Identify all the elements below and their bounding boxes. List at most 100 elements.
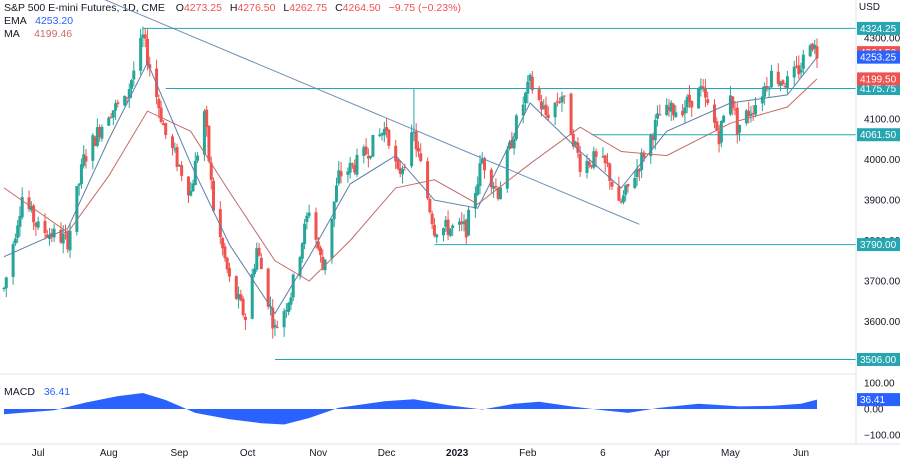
price-tick-label: 4300.00 [864, 34, 900, 45]
overlays-layer [3, 0, 856, 360]
ma-legend-value: 4199.46 [34, 28, 72, 40]
candle-down [713, 104, 717, 123]
low-value: 4262.75 [289, 2, 327, 14]
candle-down [432, 224, 436, 236]
macd-legend-label: MACD [4, 386, 35, 398]
candle-down [690, 100, 694, 108]
ma-line [3, 78, 818, 282]
candle-down [257, 247, 261, 256]
candle-up [669, 102, 673, 112]
candle-down [510, 140, 514, 148]
level-price-tag-bg [857, 128, 900, 142]
candle-up [132, 70, 136, 80]
ema-price-tag-bg [857, 50, 900, 64]
candle-up [362, 147, 366, 156]
candle-up [11, 244, 15, 277]
candle-down [781, 80, 785, 85]
candle-down [319, 247, 323, 256]
candle-up [514, 115, 518, 140]
open-value: 4273.25 [184, 2, 222, 14]
candle-down [387, 129, 391, 146]
candle-down [66, 232, 70, 250]
candle-down [221, 238, 225, 249]
candle-down [266, 268, 270, 307]
candle-up [738, 124, 742, 133]
candle-up [287, 302, 291, 312]
candle-up [719, 120, 723, 143]
ma-price-tag: 4199.50 [857, 72, 900, 86]
time-tick-label: Aug [100, 448, 118, 459]
candle-up [77, 183, 81, 186]
price-tick-label: 3900.00 [864, 196, 900, 207]
candle-down [460, 221, 464, 224]
candle-up [177, 164, 181, 166]
ema-legend-label: EMA [4, 15, 27, 27]
time-tick-label: 2023 [446, 448, 469, 459]
open-label: O [176, 2, 184, 14]
candle-up [130, 80, 134, 89]
candle-down [617, 186, 621, 201]
candle-up [36, 221, 40, 228]
candle-down [642, 152, 646, 158]
candle-down [43, 220, 47, 233]
candle-up [763, 86, 767, 97]
macd-tick-label: 100.00 [864, 379, 895, 390]
candle-down [717, 130, 721, 145]
ma-price-tag-text: 4199.50 [860, 74, 897, 85]
candle-up [141, 34, 145, 38]
level-price-tag: 4324.25 [857, 21, 900, 35]
candle-up [462, 221, 466, 225]
candle-up [300, 243, 304, 259]
candle-up [114, 103, 118, 111]
candle-down [218, 209, 222, 238]
candle-down [396, 159, 400, 169]
candle-up [91, 135, 95, 161]
candle-up [521, 104, 525, 116]
candle-down [537, 88, 541, 100]
ema-price-tag-text: 4253.25 [860, 53, 897, 64]
candle-up [191, 183, 195, 192]
candle-down [619, 201, 623, 203]
candle-up [640, 152, 644, 171]
candle-down [594, 151, 598, 157]
candle-down [84, 156, 88, 162]
candle-up [250, 274, 254, 319]
time-tick-label: Jun [793, 448, 809, 459]
candle-up [749, 113, 753, 116]
candle-down [239, 294, 243, 301]
candle-down [797, 65, 801, 75]
candle-down [603, 155, 607, 164]
candle-down [207, 125, 211, 162]
candle-down [672, 104, 676, 116]
candle-down [45, 234, 49, 238]
candle-down [109, 117, 113, 119]
candle-up [29, 205, 33, 211]
candle-down [316, 241, 320, 249]
candle-down [159, 107, 163, 122]
candle-up [382, 128, 386, 136]
price-tick-label: 3700.00 [864, 276, 900, 287]
candle-up [799, 69, 803, 73]
ema-line [3, 56, 818, 315]
candle-down [428, 199, 432, 213]
candle-up [633, 177, 637, 189]
candle-down [626, 183, 630, 187]
candle-down [161, 123, 165, 126]
candle-up [82, 154, 86, 166]
candle-down [651, 135, 655, 141]
high-value: 4276.50 [237, 2, 275, 14]
candle-up [674, 112, 678, 118]
candle-up [624, 185, 628, 195]
candle-up [699, 85, 703, 90]
candle-up [334, 185, 338, 202]
candle-up [683, 107, 687, 114]
candle-up [253, 268, 257, 275]
macd-tick-label: 0.00 [864, 405, 884, 416]
candle-up [273, 324, 277, 328]
candle-down [590, 165, 594, 167]
ema-price-tag: 4253.25 [857, 50, 900, 64]
candle-up [649, 134, 653, 157]
candle-up [697, 88, 701, 109]
candle-down [776, 71, 780, 84]
